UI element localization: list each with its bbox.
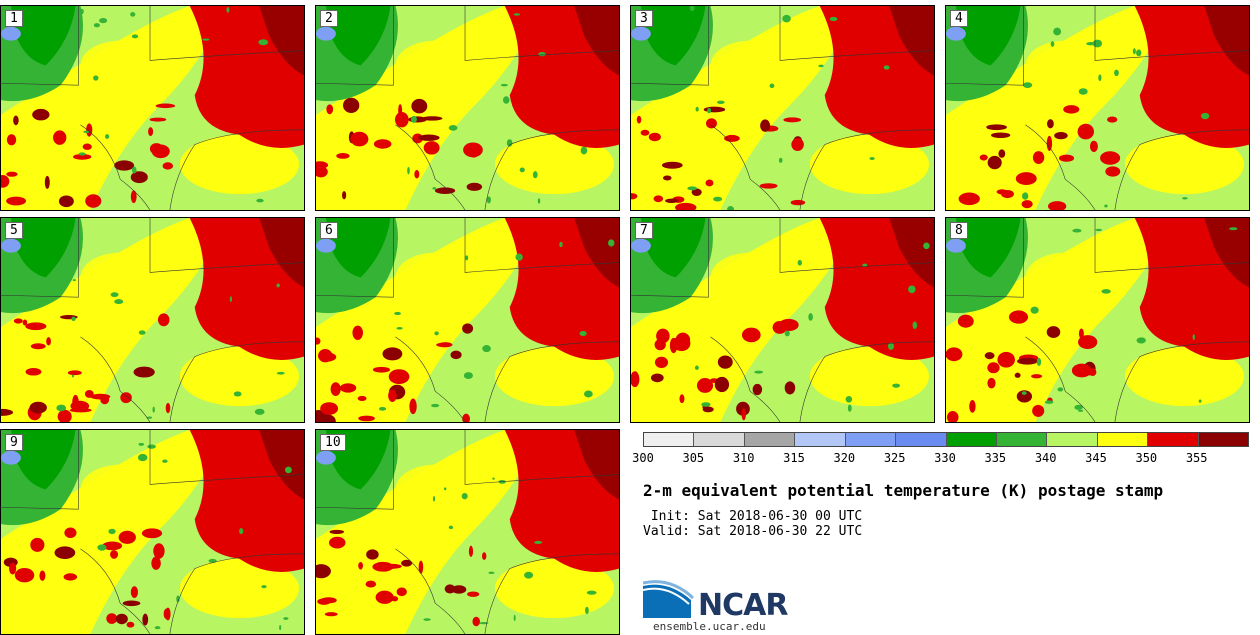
- color-scale-segment: [795, 433, 846, 446]
- color-scale-tick-label: 350: [1135, 451, 1158, 465]
- theta-e-map: [316, 430, 619, 634]
- color-scale-segment: [845, 433, 897, 446]
- map-panel-3: 3: [630, 5, 935, 211]
- site-url: ensemble.ucar.edu: [653, 620, 766, 633]
- color-scale-segment: [644, 433, 695, 446]
- logo-wordmark: NCAR: [698, 588, 788, 623]
- theta-e-map: [631, 6, 934, 210]
- panel-number: 4: [950, 10, 968, 27]
- panel-number: 9: [5, 434, 23, 451]
- map-panel-6: 6: [315, 217, 620, 423]
- color-scale-tick-label: 315: [783, 451, 805, 465]
- color-scale-segment: [1148, 433, 1199, 446]
- init-time: Init: Sat 2018-06-30 00 UTC: [643, 509, 863, 524]
- color-scale-tick-label: 300: [632, 451, 654, 465]
- color-scale-tick-label: 335: [984, 451, 1007, 465]
- color-scale-segment: [1198, 433, 1249, 446]
- color-scale-bar: [643, 432, 1249, 447]
- theta-e-map: [946, 6, 1249, 210]
- color-scale-segment: [1097, 433, 1149, 446]
- valid-time: Valid: Sat 2018-06-30 22 UTC: [643, 524, 863, 539]
- color-scale-tick-label: 305: [682, 451, 705, 465]
- color-scale-segment: [744, 433, 796, 446]
- map-panel-10: 10: [315, 429, 620, 635]
- panel-number: 8: [950, 222, 968, 239]
- color-scale-segment: [996, 433, 1048, 446]
- color-scale-segment: [1047, 433, 1098, 446]
- panel-number: 6: [320, 222, 338, 239]
- map-panel-7: 7: [630, 217, 935, 423]
- color-scale-tick-label: 345: [1085, 451, 1107, 465]
- theta-e-map: [631, 218, 934, 422]
- map-panel-4: 4: [945, 5, 1250, 211]
- color-scale-tick-label: 340: [1034, 451, 1057, 465]
- theta-e-map: [1, 218, 304, 422]
- panel-number: 5: [5, 222, 23, 239]
- color-scale-tick-label: 355: [1185, 451, 1208, 465]
- color-scale-segment: [694, 433, 745, 446]
- map-panel-5: 5: [0, 217, 305, 423]
- theta-e-map: [946, 218, 1249, 422]
- ncar-logo-icon: [643, 580, 695, 618]
- color-scale-tick-label: 330: [934, 451, 956, 465]
- color-scale-tick-label: 310: [732, 451, 755, 465]
- figure-title: 2-m equivalent potential temperature (K)…: [643, 481, 1164, 500]
- theta-e-map: [1, 430, 304, 634]
- theta-e-map: [316, 6, 619, 210]
- theta-e-map: [316, 218, 619, 422]
- theta-e-map: [1, 6, 304, 210]
- map-panel-8: 8: [945, 217, 1250, 423]
- panel-number: 10: [320, 434, 346, 451]
- panel-number: 7: [635, 222, 653, 239]
- color-scale-tick-label: 325: [883, 451, 906, 465]
- color-scale-segment: [896, 433, 947, 446]
- map-panel-1: 1: [0, 5, 305, 211]
- color-scale-tick-label: 320: [833, 451, 856, 465]
- map-panel-2: 2: [315, 5, 620, 211]
- panel-number: 2: [320, 10, 338, 27]
- panel-number: 1: [5, 10, 23, 27]
- map-panel-9: 9: [0, 429, 305, 635]
- panel-number: 3: [635, 10, 653, 27]
- color-scale-segment: [946, 433, 997, 446]
